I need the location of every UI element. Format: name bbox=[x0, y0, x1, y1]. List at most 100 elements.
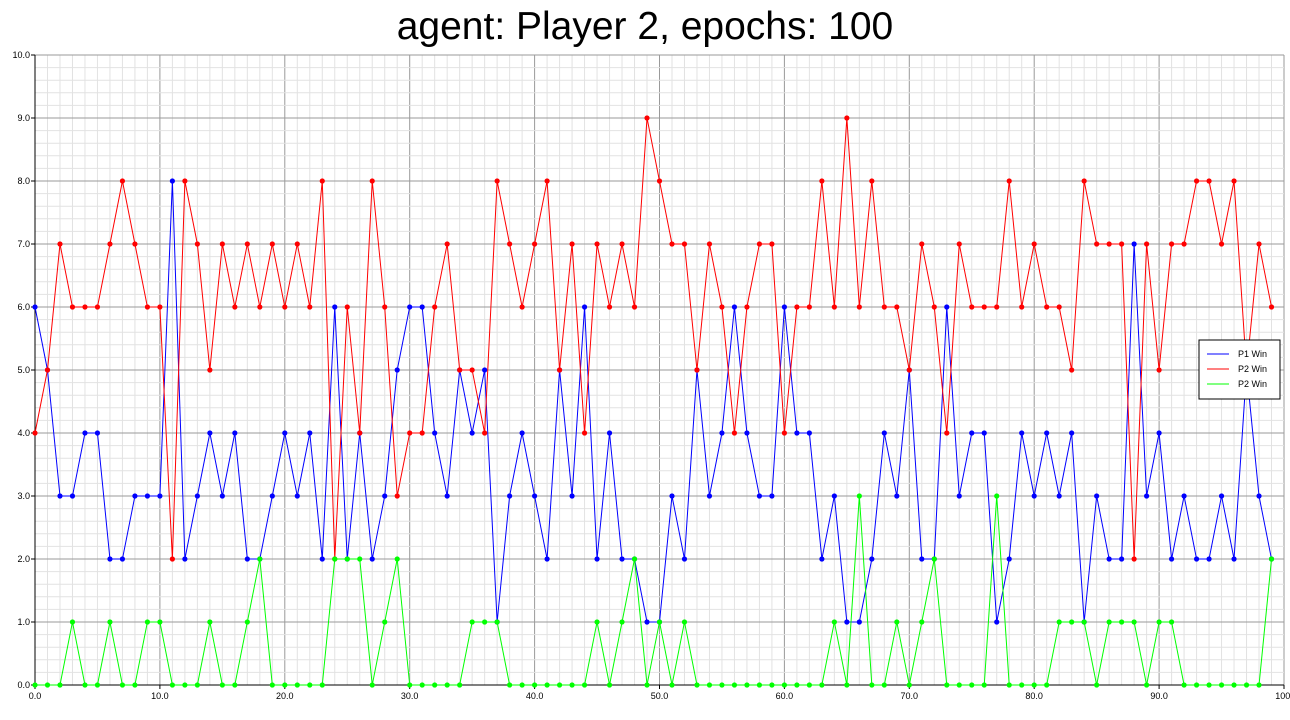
data-point bbox=[57, 241, 63, 247]
data-point bbox=[82, 430, 88, 436]
chart-title: agent: Player 2, epochs: 100 bbox=[396, 5, 894, 48]
data-point bbox=[419, 304, 425, 310]
data-point bbox=[1193, 556, 1200, 562]
data-point bbox=[94, 304, 101, 310]
data-point bbox=[1106, 619, 1112, 625]
data-point bbox=[869, 178, 875, 184]
data-point bbox=[894, 619, 900, 625]
data-point bbox=[581, 682, 588, 688]
data-point bbox=[969, 430, 975, 436]
data-point bbox=[169, 682, 175, 688]
data-point bbox=[194, 493, 200, 499]
y-tick-label: 0.0 bbox=[17, 680, 30, 690]
data-point bbox=[1156, 619, 1162, 625]
data-point bbox=[856, 304, 862, 310]
data-point bbox=[744, 682, 750, 688]
y-tick-label: 10.0 bbox=[12, 50, 30, 60]
data-point bbox=[656, 619, 663, 625]
data-point bbox=[769, 241, 775, 247]
data-point bbox=[794, 430, 800, 436]
x-tick-label: 80.0 bbox=[1025, 691, 1043, 701]
data-point bbox=[194, 682, 200, 688]
data-point bbox=[1206, 556, 1212, 562]
data-point bbox=[1044, 304, 1050, 310]
y-tick-label: 1.0 bbox=[17, 617, 30, 627]
data-point bbox=[569, 241, 575, 247]
data-point bbox=[781, 682, 788, 688]
data-point bbox=[369, 556, 375, 562]
series-group bbox=[32, 115, 1275, 562]
data-point bbox=[819, 178, 825, 184]
data-point bbox=[1006, 556, 1012, 562]
data-point bbox=[57, 682, 63, 688]
data-point bbox=[544, 178, 550, 184]
data-point bbox=[232, 430, 238, 436]
data-point bbox=[806, 304, 812, 310]
legend: P1 Win P2 Win P2 Win bbox=[1198, 339, 1281, 400]
legend-label: P2 Win bbox=[1238, 364, 1267, 374]
data-point bbox=[332, 556, 338, 562]
data-point bbox=[781, 430, 788, 436]
data-point bbox=[756, 682, 763, 688]
data-point bbox=[44, 367, 51, 373]
data-point bbox=[1256, 241, 1262, 247]
data-point bbox=[731, 682, 738, 688]
data-point bbox=[344, 556, 350, 562]
data-point bbox=[731, 430, 738, 436]
data-point bbox=[894, 493, 900, 499]
data-point bbox=[132, 493, 138, 499]
data-point bbox=[357, 556, 363, 562]
data-point bbox=[1168, 556, 1175, 562]
data-point bbox=[307, 430, 313, 436]
data-point bbox=[1019, 304, 1025, 310]
data-point bbox=[706, 682, 713, 688]
data-point bbox=[981, 430, 987, 436]
data-point bbox=[969, 682, 975, 688]
data-point bbox=[1144, 493, 1150, 499]
y-tick-label: 4.0 bbox=[17, 428, 30, 438]
y-tick-label: 5.0 bbox=[17, 365, 30, 375]
data-point bbox=[394, 556, 400, 562]
data-point bbox=[419, 430, 425, 436]
data-point bbox=[469, 430, 475, 436]
data-point bbox=[669, 682, 675, 688]
data-point bbox=[369, 178, 375, 184]
data-point bbox=[532, 493, 538, 499]
data-point bbox=[282, 304, 288, 310]
data-point bbox=[719, 304, 725, 310]
data-point bbox=[469, 367, 475, 373]
data-point bbox=[794, 304, 800, 310]
data-point bbox=[507, 241, 513, 247]
data-point bbox=[606, 682, 613, 688]
data-point bbox=[494, 619, 500, 625]
data-point bbox=[594, 556, 600, 562]
data-point bbox=[232, 682, 238, 688]
y-tick-label: 7.0 bbox=[17, 239, 30, 249]
data-point bbox=[994, 493, 1000, 499]
data-point bbox=[232, 304, 238, 310]
data-point bbox=[482, 430, 488, 436]
data-point bbox=[1056, 304, 1062, 310]
data-point bbox=[1268, 556, 1275, 562]
data-point bbox=[69, 619, 76, 625]
data-point bbox=[1056, 619, 1062, 625]
data-point bbox=[382, 619, 388, 625]
data-point bbox=[419, 682, 425, 688]
data-point bbox=[769, 493, 775, 499]
data-point bbox=[619, 619, 625, 625]
data-point bbox=[1006, 178, 1012, 184]
data-point bbox=[1069, 430, 1075, 436]
data-point bbox=[507, 493, 513, 499]
data-point bbox=[219, 682, 225, 688]
data-point bbox=[1144, 682, 1150, 688]
data-point bbox=[444, 241, 450, 247]
data-point bbox=[69, 493, 76, 499]
data-point bbox=[157, 493, 163, 499]
data-point bbox=[432, 430, 438, 436]
data-point bbox=[1019, 682, 1025, 688]
data-point bbox=[1218, 241, 1225, 247]
data-point bbox=[869, 556, 875, 562]
data-point bbox=[1019, 430, 1025, 436]
